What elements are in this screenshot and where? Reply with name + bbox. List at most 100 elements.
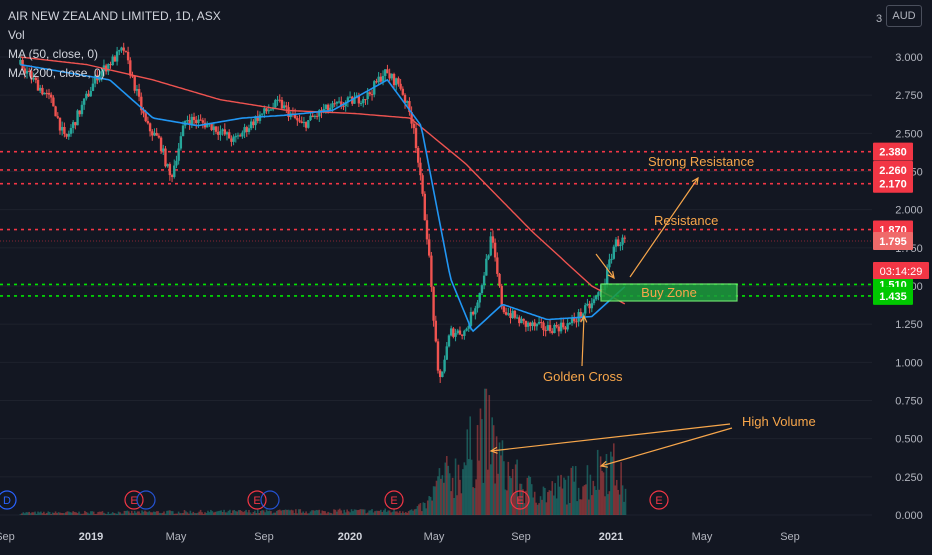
candle-body [340, 101, 343, 107]
volume-bar [475, 479, 477, 515]
candle-body [309, 115, 312, 121]
volume-bar [542, 486, 545, 515]
high-volume-arrow-2-head [599, 460, 609, 468]
volume-bar [520, 483, 523, 515]
volume-bar [444, 462, 447, 515]
candle-body [441, 371, 444, 377]
candle-body [406, 101, 409, 103]
volume-bar [108, 513, 111, 515]
volume-bar [122, 513, 124, 515]
candle-body [100, 70, 103, 76]
volume-bar [215, 511, 218, 515]
volume-bar [423, 502, 426, 515]
candle-body [544, 330, 547, 332]
high-volume-arrow-1 [490, 423, 731, 452]
earnings-marker [510, 490, 530, 510]
candle-body [162, 148, 165, 152]
earnings-marker [124, 490, 144, 510]
volume-bar [133, 510, 136, 515]
candle-body [238, 135, 242, 137]
volume-bar [623, 501, 625, 515]
volume-bar [514, 464, 517, 515]
candle-body [408, 101, 411, 113]
volume-bar [416, 506, 419, 515]
candle-body [159, 137, 163, 152]
volume-bar [173, 513, 176, 515]
price-axis[interactable]: 3.0002.7502.5002.2502.0001.7501.5001.250… [872, 0, 932, 550]
volume-bar [193, 513, 196, 515]
volume-bar [384, 508, 387, 515]
volume-bar [277, 510, 280, 515]
volume-bar [336, 511, 338, 515]
volume-bar [397, 512, 400, 515]
volume-bar [70, 512, 73, 515]
candle-body [287, 107, 290, 118]
time-axis[interactable]: Sep 2019 May Sep 2020 May Sep 2021 May Sep [0, 524, 872, 550]
volume-bar [503, 461, 505, 515]
candle-body [458, 330, 462, 335]
volume-bar [84, 510, 86, 515]
time-tick-label: Sep [511, 531, 531, 543]
level-tag-text: 2.170 [879, 179, 907, 191]
volume-bar [135, 512, 137, 515]
volume-bar [528, 475, 530, 515]
price-tick-label: 0.500 [895, 434, 923, 446]
volume-bar [377, 510, 379, 515]
candle-body [531, 322, 534, 326]
volume-bar [451, 477, 454, 515]
volume-bar [410, 509, 413, 515]
candle-body [93, 75, 97, 84]
price-tick-label: 0.750 [895, 396, 923, 408]
volume-bars [19, 388, 627, 515]
volume-bar [541, 499, 543, 515]
high-volume-arrow-1-head [489, 446, 498, 454]
volume-bar [54, 511, 57, 515]
candle-body [195, 120, 198, 124]
candle-body [520, 318, 523, 324]
strong-resistance-arrow [629, 177, 699, 278]
volume-bar [598, 489, 600, 515]
candle-body [267, 110, 270, 112]
volume-legend: Vol [8, 28, 25, 42]
volume-bar [445, 456, 448, 515]
candle-body [129, 60, 132, 76]
volume-bar [602, 472, 605, 515]
candle-body [115, 51, 119, 62]
earnings-marker-text: E [516, 495, 523, 507]
candle-body [504, 312, 508, 315]
candle-body [58, 117, 62, 131]
volume-bar [617, 489, 619, 515]
volume-bar [251, 513, 253, 515]
volume-bar [368, 510, 370, 515]
time-tick-label: Sep [254, 531, 274, 543]
volume-bar [232, 510, 234, 515]
volume-bar [79, 513, 82, 515]
candle-body [579, 312, 583, 318]
volume-bar [152, 511, 155, 515]
volume-bar [32, 512, 35, 515]
volume-bar [273, 512, 275, 515]
candle-body [111, 56, 114, 66]
candle-body [551, 331, 554, 334]
volume-bar [262, 510, 265, 515]
volume-bar [551, 481, 554, 515]
currency-button[interactable]: AUD [886, 5, 922, 27]
candle-body [518, 317, 521, 324]
volume-bar [88, 513, 91, 515]
candle-body [82, 98, 86, 105]
candle-body [49, 94, 53, 98]
volume-bar [186, 512, 189, 515]
volume-bar [610, 451, 612, 515]
candle-body [498, 273, 501, 286]
volume-bar [607, 494, 609, 515]
volume-bar [116, 513, 118, 515]
candle-body [120, 47, 123, 51]
volume-bar [344, 512, 347, 515]
volume-bar [265, 509, 268, 515]
volume-bar [82, 513, 85, 515]
volume-bar [409, 510, 411, 515]
volume-bar [315, 509, 318, 515]
